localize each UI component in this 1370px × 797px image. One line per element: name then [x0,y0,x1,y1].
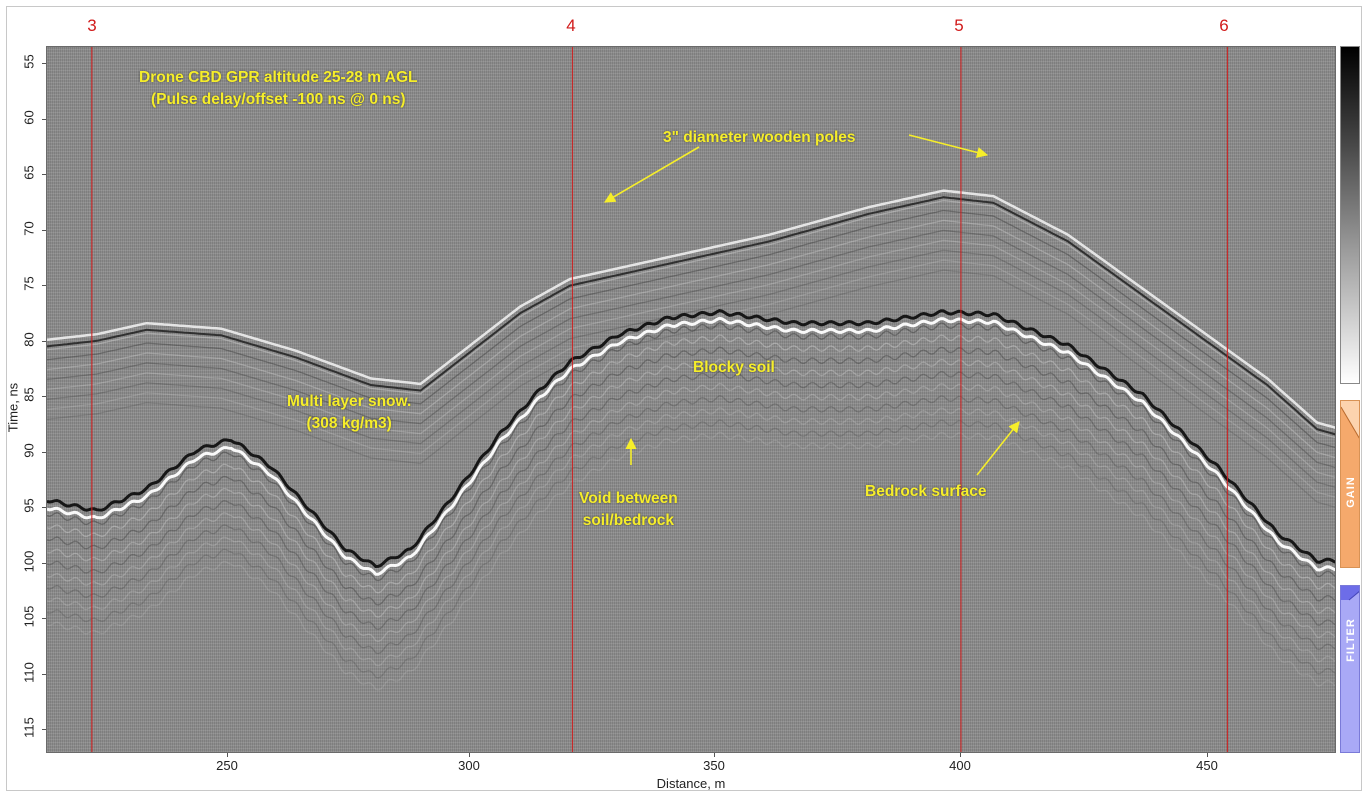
marker-label-3: 3 [77,16,107,36]
snow-layer-line [47,211,1336,449]
snow-layer-line [47,220,1336,458]
ground-ringing-line [47,396,1336,654]
y-tick-label: 100 [22,550,37,574]
y-tick-label: 115 [22,716,37,740]
pole-arrow-right [909,135,987,155]
x-tick-mark [227,753,228,757]
filter-panel[interactable]: FILTER [1340,585,1360,753]
x-tick-label: 450 [1187,758,1227,773]
y-tick-mark [42,452,46,453]
bedrock-arrow [977,422,1019,475]
y-tick-mark [42,507,46,508]
ground-ringing-line [47,359,1336,617]
title-line-2: (Pulse delay/offset -100 ns @ 0 ns) [139,89,417,111]
void-line-1: Void between [579,488,678,510]
y-tick-mark [42,674,46,675]
radargram-plot[interactable]: Drone CBD GPR altitude 25-28 m AGL (Puls… [46,46,1336,753]
gain-label: GAIN [1345,452,1357,532]
amplitude-colorbar [1340,46,1360,384]
y-tick-label: 110 [22,661,37,685]
x-axis-label: Distance, m [0,776,1370,791]
y-axis-label: Time, ns [6,378,21,438]
y-tick-mark [42,230,46,231]
x-tick-label: 250 [207,758,247,773]
y-tick-label: 95 [22,494,37,518]
y-tick-label: 55 [22,50,37,74]
void-line-2: soil/bedrock [579,510,678,532]
y-tick-label: 90 [22,439,37,463]
ground-ringing-line [47,420,1336,678]
y-tick-label: 75 [22,272,37,296]
filter-label: FILTER [1345,600,1357,680]
y-tick-mark [42,618,46,619]
marker-label-4: 4 [556,16,586,36]
y-tick-mark [42,341,46,342]
y-tick-label: 60 [22,106,37,130]
poles-annotation: 3" diameter wooden poles [663,127,856,149]
x-tick-mark [1207,753,1208,757]
y-tick-label: 105 [22,605,37,629]
y-tick-mark [42,396,46,397]
ground-reflector-bright [47,318,1336,574]
x-tick-mark [960,753,961,757]
title-annotation: Drone CBD GPR altitude 25-28 m AGL (Puls… [139,67,417,111]
ground-ringing-line [47,408,1336,666]
pole-arrow-left [605,147,699,202]
snow-line-1: Multi layer snow. [287,391,411,413]
blocky-soil-annotation: Blocky soil [693,357,775,379]
y-tick-mark [42,119,46,120]
snow-layer-line [47,270,1336,508]
x-tick-mark [714,753,715,757]
marker-label-5: 5 [944,16,974,36]
y-tick-mark [42,285,46,286]
y-tick-label: 85 [22,383,37,407]
title-line-1: Drone CBD GPR altitude 25-28 m AGL [139,67,417,89]
y-tick-label: 70 [22,217,37,241]
x-tick-label: 350 [694,758,734,773]
y-tick-mark [42,174,46,175]
y-tick-label: 80 [22,328,37,352]
marker-label-6: 6 [1209,16,1239,36]
y-tick-label: 65 [22,161,37,185]
x-tick-mark [469,753,470,757]
gain-panel[interactable]: GAIN [1340,400,1360,568]
radargram-svg [47,47,1336,753]
ground-ringing-line [47,432,1336,690]
ground-ringing-line [47,384,1336,642]
snow-annotation: Multi layer snow. (308 kg/m3) [287,391,411,435]
y-tick-mark [42,63,46,64]
snow-line-2: (308 kg/m3) [287,413,411,435]
snow-layer-line [47,230,1336,468]
void-annotation: Void between soil/bedrock [579,488,678,532]
bedrock-annotation: Bedrock surface [865,481,986,503]
x-tick-label: 300 [449,758,489,773]
x-tick-label: 400 [940,758,980,773]
y-tick-mark [42,563,46,564]
ground-ringing-line [47,371,1336,629]
y-tick-mark [42,729,46,730]
